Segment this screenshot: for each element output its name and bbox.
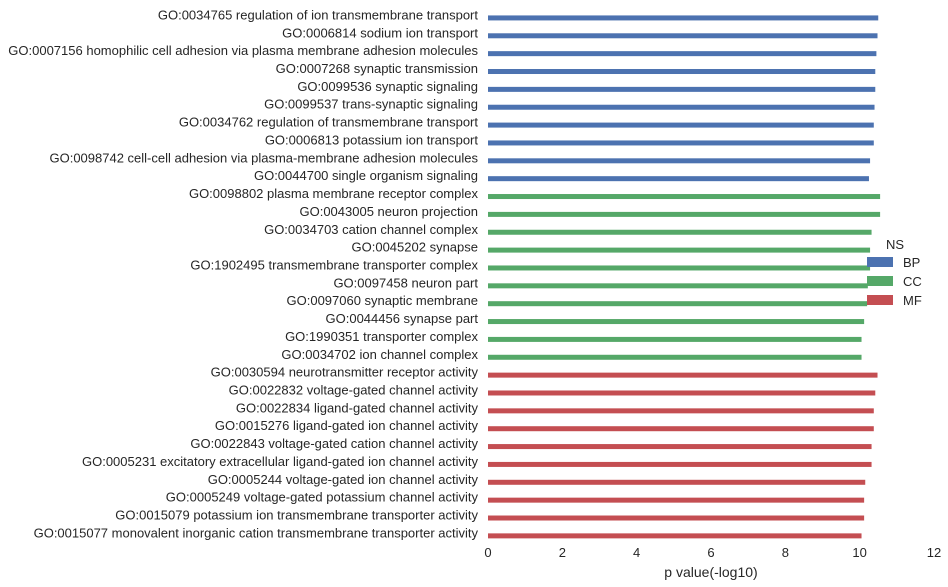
bar-16 xyxy=(488,301,868,307)
category-label-26: GO:0005244 voltage-gated ion channel act… xyxy=(208,472,479,487)
category-label-7: GO:0006813 potassium ion transport xyxy=(265,132,479,147)
category-label-18: GO:1990351 transporter complex xyxy=(285,329,478,344)
bar-28 xyxy=(488,515,865,521)
category-label-0: GO:0034765 regulation of ion transmembra… xyxy=(158,7,479,22)
category-label-16: GO:0097060 synaptic membrane xyxy=(287,293,479,308)
x-axis-label: p value(-log10) xyxy=(664,564,757,580)
bar-26 xyxy=(488,479,866,485)
category-label-24: GO:0022843 voltage-gated cation channel … xyxy=(190,436,478,451)
x-tick-label-2: 4 xyxy=(633,545,640,560)
category-label-3: GO:0007268 synaptic transmission xyxy=(276,61,478,76)
category-label-1: GO:0006814 sodium ion transport xyxy=(282,25,478,40)
bar-11 xyxy=(488,211,881,217)
bar-29 xyxy=(488,533,862,539)
category-label-8: GO:0098742 cell-cell adhesion via plasma… xyxy=(49,150,478,165)
x-axis-ticks: 0 2 4 6 8 10 12 xyxy=(484,545,941,560)
bar-10 xyxy=(488,194,881,200)
category-label-28: GO:0015079 potassium ion transmembrane t… xyxy=(115,508,478,523)
bar-14 xyxy=(488,265,871,271)
category-label-29: GO:0015077 monovalent inorganic cation t… xyxy=(34,525,479,540)
bar-25 xyxy=(488,461,872,467)
legend-label-bp: BP xyxy=(903,255,920,270)
bar-22 xyxy=(488,408,874,414)
bar-15 xyxy=(488,283,868,289)
legend-swatch-cc xyxy=(867,276,893,286)
legend: NS BP CC MF xyxy=(867,237,922,308)
bar-3 xyxy=(488,69,876,75)
bar-0 xyxy=(488,15,879,21)
bar-12 xyxy=(488,229,872,235)
category-label-14: GO:1902495 transmembrane transporter com… xyxy=(190,257,478,272)
bar-24 xyxy=(488,444,872,450)
bar-4 xyxy=(488,86,876,92)
legend-swatch-bp xyxy=(867,257,893,267)
x-tick-label-3: 6 xyxy=(707,545,714,560)
category-label-22: GO:0022834 ligand-gated channel activity xyxy=(236,400,479,415)
bar-1 xyxy=(488,33,878,39)
category-label-12: GO:0034703 cation channel complex xyxy=(264,222,478,237)
category-label-13: GO:0045202 synapse xyxy=(352,240,478,255)
category-label-17: GO:0044456 synapse part xyxy=(326,311,479,326)
category-label-9: GO:0044700 single organism signaling xyxy=(254,168,478,183)
bar-7 xyxy=(488,140,874,146)
bar-8 xyxy=(488,158,871,164)
bar-23 xyxy=(488,426,874,432)
bar-18 xyxy=(488,336,862,342)
category-label-5: GO:0099537 trans-synaptic signaling xyxy=(264,97,478,112)
x-tick-label-1: 2 xyxy=(559,545,566,560)
legend-title: NS xyxy=(886,237,904,252)
bar-21 xyxy=(488,390,876,396)
category-label-21: GO:0022832 voltage-gated channel activit… xyxy=(229,382,479,397)
category-label-11: GO:0043005 neuron projection xyxy=(299,204,478,219)
bars-group xyxy=(488,15,881,539)
bar-19 xyxy=(488,354,862,360)
category-labels: GO:0034765 regulation of ion transmembra… xyxy=(8,7,478,540)
bar-27 xyxy=(488,497,865,503)
category-label-15: GO:0097458 neuron part xyxy=(333,275,478,290)
x-tick-label-0: 0 xyxy=(484,545,491,560)
bar-20 xyxy=(488,372,878,378)
x-tick-label-5: 10 xyxy=(852,545,866,560)
bar-9 xyxy=(488,176,869,182)
bar-6 xyxy=(488,122,874,128)
bar-17 xyxy=(488,319,865,325)
category-label-25: GO:0005231 excitatory extracellular liga… xyxy=(82,454,479,469)
x-tick-label-6: 12 xyxy=(927,545,941,560)
bar-13 xyxy=(488,247,871,253)
category-label-6: GO:0034762 regulation of transmembrane t… xyxy=(179,115,479,130)
bar-2 xyxy=(488,51,877,57)
x-tick-label-4: 8 xyxy=(782,545,789,560)
legend-swatch-mf xyxy=(867,295,893,305)
category-label-19: GO:0034702 ion channel complex xyxy=(281,347,478,362)
category-label-20: GO:0030594 neurotransmitter receptor act… xyxy=(211,365,479,380)
category-label-4: GO:0099536 synaptic signaling xyxy=(297,79,478,94)
legend-label-mf: MF xyxy=(903,293,922,308)
category-label-2: GO:0007156 homophilic cell adhesion via … xyxy=(8,43,478,58)
category-label-10: GO:0098802 plasma membrane receptor comp… xyxy=(189,186,479,201)
category-label-27: GO:0005249 voltage-gated potassium chann… xyxy=(166,490,479,505)
category-label-23: GO:0015276 ligand-gated ion channel acti… xyxy=(215,418,479,433)
legend-label-cc: CC xyxy=(903,274,922,289)
bar-5 xyxy=(488,104,875,110)
